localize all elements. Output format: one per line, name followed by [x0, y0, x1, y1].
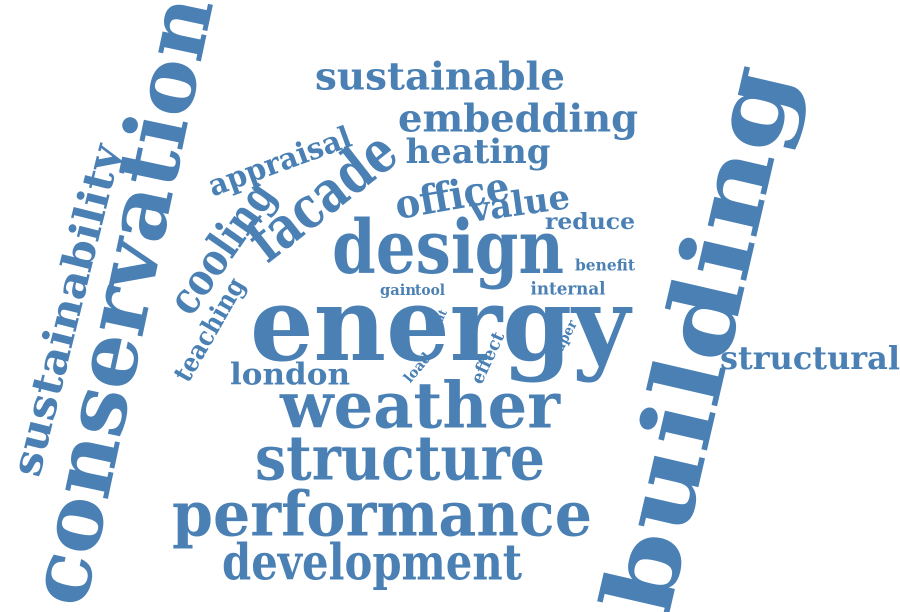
- word-sustainable: sustainable: [315, 54, 565, 99]
- word-structural: structural: [720, 339, 900, 377]
- word-development: development: [222, 533, 522, 592]
- word-structure: structure: [255, 422, 545, 495]
- word-weather: weather: [279, 369, 561, 444]
- word-energy: energy: [250, 265, 633, 385]
- word-tool: tool: [415, 281, 445, 299]
- word-heating: heating: [406, 132, 551, 172]
- word-internal: internal: [531, 279, 606, 300]
- word-gain: gain: [380, 281, 416, 299]
- word-london: london: [230, 358, 350, 393]
- word-benefit: benefit: [575, 256, 636, 275]
- word-embedding: embedding: [398, 96, 638, 141]
- word-design: design: [332, 205, 564, 291]
- word-reduce: reduce: [545, 209, 635, 235]
- word-performance: performance: [172, 478, 592, 551]
